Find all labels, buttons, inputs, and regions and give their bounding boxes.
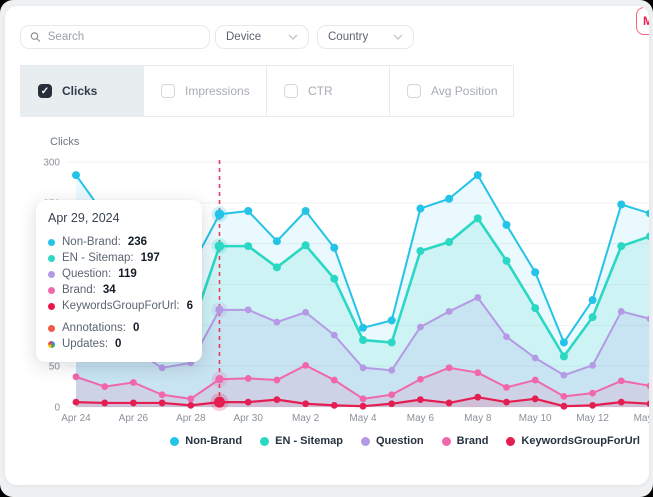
country-select[interactable]: Country bbox=[317, 25, 414, 49]
svg-text:300: 300 bbox=[43, 158, 60, 169]
tab-label: Impressions bbox=[185, 84, 250, 98]
metric-tabs: ✓ Clicks Impressions CTR Avg Position bbox=[20, 65, 514, 117]
svg-text:May 4: May 4 bbox=[349, 413, 377, 424]
tooltip-series-name: KeywordsGroupForUrl: bbox=[62, 300, 180, 312]
tab-label: Clicks bbox=[62, 84, 98, 98]
legend-dot-icon bbox=[441, 436, 451, 446]
svg-text:Apr 24: Apr 24 bbox=[61, 413, 91, 424]
tooltip-series-name: Non-Brand: bbox=[62, 236, 121, 248]
checkbox-icon bbox=[407, 84, 421, 98]
series-dot-icon bbox=[48, 238, 55, 246]
legend-label: EN - Sitemap bbox=[275, 435, 343, 447]
chart-tooltip: Apr 29, 2024 Non-Brand: 236 EN - Sitemap: 1… bbox=[36, 200, 202, 362]
tooltip-series-name: Annotations: bbox=[62, 322, 126, 334]
search-input[interactable] bbox=[47, 31, 200, 43]
country-select-label: Country bbox=[328, 31, 369, 43]
tooltip-date: Apr 29, 2024 bbox=[48, 211, 120, 225]
dashboard-card: Device Country M ✓ Clicks Impressions bbox=[5, 6, 649, 485]
tooltip-series-value: 0 bbox=[115, 338, 122, 350]
svg-text:Apr 30: Apr 30 bbox=[233, 413, 263, 424]
legend-label: KeywordsGroupForUrl bbox=[521, 435, 640, 447]
tooltip-series-value: 119 bbox=[118, 268, 137, 280]
legend-item[interactable]: EN - Sitemap bbox=[260, 435, 343, 447]
svg-text:May 12: May 12 bbox=[576, 413, 609, 424]
tooltip-row: Updates: 0 bbox=[48, 336, 190, 352]
chevron-down-icon bbox=[288, 34, 298, 40]
tab-impressions[interactable]: Impressions bbox=[144, 66, 267, 116]
tooltip-row: Non-Brand: 236 bbox=[48, 234, 190, 250]
legend-label: Non-Brand bbox=[185, 435, 243, 447]
more-button-label: M bbox=[643, 14, 649, 28]
svg-text:Apr 28: Apr 28 bbox=[176, 413, 206, 424]
tooltip-row: Annotations: 0 bbox=[48, 320, 190, 336]
tooltip-series-name: Brand: bbox=[62, 284, 96, 296]
search-box[interactable] bbox=[20, 25, 210, 49]
svg-text:May 14: May 14 bbox=[634, 413, 649, 424]
series-dot-icon bbox=[48, 302, 55, 310]
svg-text:May 2: May 2 bbox=[292, 413, 320, 424]
more-button[interactable]: M bbox=[636, 7, 649, 35]
tooltip-row: EN - Sitemap: 197 bbox=[48, 250, 190, 266]
legend-item[interactable]: Non-Brand bbox=[170, 435, 242, 447]
tooltip-series-value: 236 bbox=[127, 236, 147, 248]
tab-label: CTR bbox=[308, 84, 333, 98]
legend-dot-icon bbox=[360, 436, 370, 446]
legend-dot-icon bbox=[260, 436, 270, 446]
tab-label: Avg Position bbox=[431, 84, 498, 98]
checkbox-icon: ✓ bbox=[38, 84, 52, 98]
tab-ctr[interactable]: CTR bbox=[267, 66, 390, 116]
device-select[interactable]: Device bbox=[215, 25, 309, 49]
tooltip-row: Question: 119 bbox=[48, 266, 190, 282]
series-dot-icon bbox=[48, 324, 55, 332]
tooltip-series-value: 6 bbox=[186, 300, 193, 312]
series-dot-icon bbox=[48, 254, 55, 262]
legend-item[interactable]: Question bbox=[360, 435, 424, 447]
tooltip-row: Brand: 34 bbox=[48, 282, 190, 298]
tooltip-rows: Non-Brand: 236 EN - Sitemap: 197 Question: 11… bbox=[48, 234, 193, 352]
tooltip-series-name: Question: bbox=[62, 268, 112, 280]
chevron-down-icon bbox=[393, 34, 403, 40]
legend-label: Question bbox=[375, 435, 424, 447]
tooltip-series-name: EN - Sitemap: bbox=[62, 252, 134, 264]
tooltip-series-value: 34 bbox=[102, 284, 116, 296]
tooltip-series-name: Updates: bbox=[62, 338, 109, 350]
tooltip-series-value: 0 bbox=[132, 322, 140, 334]
series-dot-icon bbox=[48, 340, 55, 348]
series-dot-icon bbox=[48, 270, 55, 278]
legend-dot-icon bbox=[506, 436, 516, 446]
legend-label: Brand bbox=[456, 435, 489, 447]
svg-text:May 10: May 10 bbox=[519, 413, 552, 424]
svg-text:Apr 26: Apr 26 bbox=[119, 413, 149, 424]
checkbox-icon bbox=[284, 84, 298, 98]
chart-axis-title: Clicks bbox=[50, 136, 80, 148]
tooltip-row: KeywordsGroupForUrl: 6 bbox=[48, 298, 193, 314]
svg-text:50: 50 bbox=[49, 362, 61, 373]
svg-text:May 6: May 6 bbox=[407, 413, 435, 424]
chart-legend: Non-Brand EN - Sitemap Question Brand Keywor… bbox=[170, 435, 640, 447]
legend-item[interactable]: KeywordsGroupForUrl bbox=[506, 435, 640, 447]
checkbox-icon bbox=[161, 84, 175, 98]
legend-item[interactable]: Brand bbox=[441, 435, 489, 447]
series-dot-icon bbox=[48, 286, 55, 294]
legend-dot-icon bbox=[170, 436, 180, 446]
tab-avg-position[interactable]: Avg Position bbox=[390, 66, 513, 116]
device-select-label: Device bbox=[226, 31, 262, 43]
tab-clicks[interactable]: ✓ Clicks bbox=[21, 66, 144, 116]
search-icon bbox=[30, 32, 41, 42]
svg-text:May 8: May 8 bbox=[464, 413, 492, 424]
svg-text:0: 0 bbox=[54, 403, 60, 414]
tooltip-series-value: 197 bbox=[140, 252, 160, 264]
